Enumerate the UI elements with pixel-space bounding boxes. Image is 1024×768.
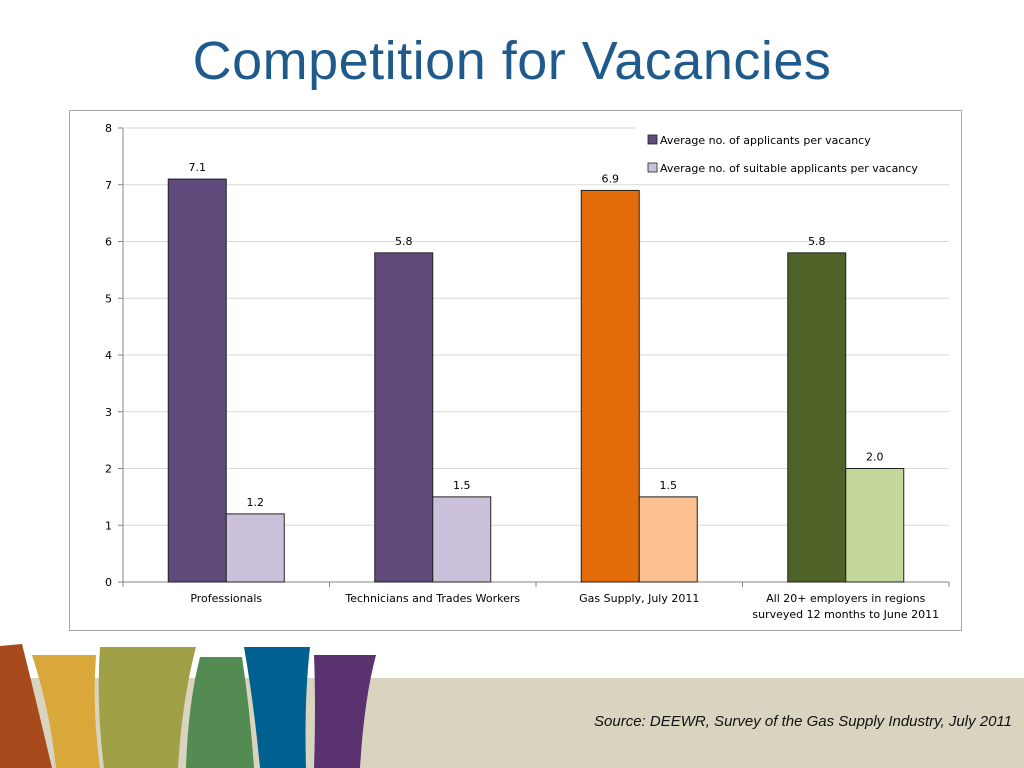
y-tick-label: 8 xyxy=(105,122,112,135)
y-tick-label: 7 xyxy=(105,179,112,192)
slide-title: Competition for Vacancies xyxy=(192,31,832,91)
y-tick-label: 2 xyxy=(105,463,112,476)
x-tick-label: All 20+ employers in regions xyxy=(766,592,925,605)
bar xyxy=(580,189,640,583)
data-label: 6.9 xyxy=(602,172,620,185)
bar xyxy=(432,496,492,583)
bar xyxy=(374,252,434,583)
y-tick-label: 5 xyxy=(105,292,112,305)
bar-chart: 0 1 2 3 4 5 6 7 8 7.1 1.2 Professionals 5.8 1.5 Techni… xyxy=(105,122,950,621)
x-tick-label: Professionals xyxy=(190,592,262,605)
data-label: 5.8 xyxy=(808,235,826,248)
source-caption: Source: DEEWR, Survey of the Gas Supply … xyxy=(594,713,1012,730)
x-tick-label: Technicians and Trades Workers xyxy=(344,592,520,605)
data-label: 1.5 xyxy=(453,479,471,492)
legend-label: Average no. of applicants per vacancy xyxy=(660,134,871,147)
data-label: 2.0 xyxy=(866,451,884,464)
x-tick-label: surveyed 12 months to June 2011 xyxy=(752,608,939,621)
legend-label: Average no. of suitable applicants per v… xyxy=(660,162,918,175)
data-label: 1.2 xyxy=(247,496,265,509)
y-tick-label: 1 xyxy=(105,519,112,532)
bar xyxy=(167,178,227,583)
data-label: 1.5 xyxy=(660,479,678,492)
bar xyxy=(638,496,698,583)
y-tick-label: 0 xyxy=(105,576,112,589)
legend-box xyxy=(635,126,948,184)
y-tick-label: 3 xyxy=(105,406,112,419)
y-tick-label: 6 xyxy=(105,236,112,249)
bar xyxy=(845,468,905,583)
data-label: 7.1 xyxy=(189,161,207,174)
decorative-ribbons xyxy=(0,644,376,768)
bar xyxy=(787,252,847,583)
legend-swatch xyxy=(647,134,658,145)
x-tick-label: Gas Supply, July 2011 xyxy=(579,592,699,605)
legend-swatch xyxy=(647,162,658,173)
y-tick-label: 4 xyxy=(105,349,112,362)
chart-area: 0 1 2 3 4 5 6 7 8 7.1 1.2 Professionals 5.8 1.5 Techni… xyxy=(69,110,962,631)
data-label: 5.8 xyxy=(395,235,413,248)
bar xyxy=(225,513,285,583)
